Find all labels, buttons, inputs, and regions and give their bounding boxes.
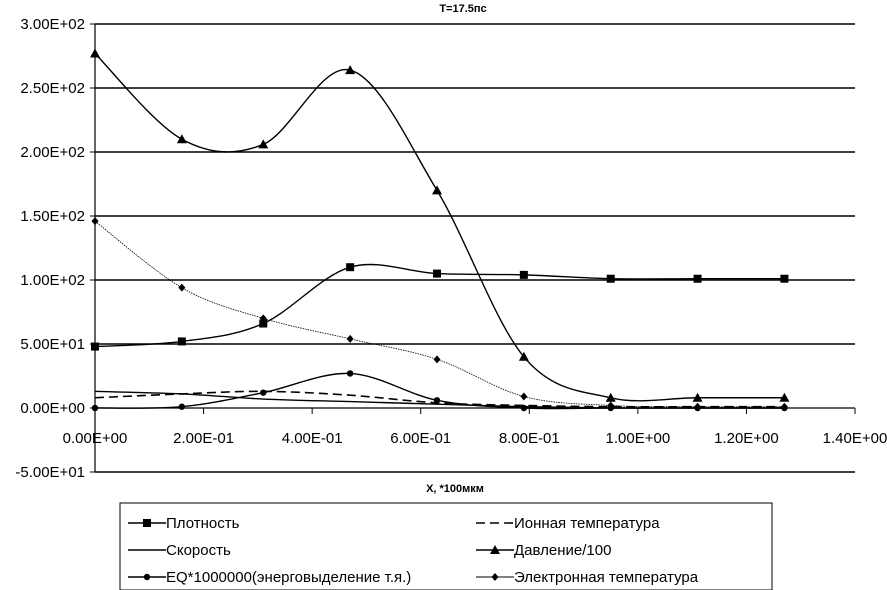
data-point xyxy=(259,314,267,323)
data-point xyxy=(433,397,441,404)
legend-marker xyxy=(143,573,151,581)
data-point xyxy=(780,274,789,283)
legend-box xyxy=(119,502,773,590)
data-point xyxy=(346,334,354,343)
data-point xyxy=(692,392,703,402)
data-point xyxy=(90,48,100,58)
data-point xyxy=(91,217,99,226)
series-line-электронная-температура xyxy=(94,220,785,408)
data-point xyxy=(176,134,187,144)
data-point xyxy=(519,270,528,279)
legend-item: Плотность xyxy=(128,515,240,532)
legend-item: Давление/100 xyxy=(476,542,611,559)
y-tick-label: 2.50E+02 xyxy=(20,80,85,97)
x-tick-label: 1.20E+00 xyxy=(714,430,779,447)
legend-marker xyxy=(491,573,499,581)
data-point xyxy=(605,392,616,402)
data-point xyxy=(520,392,528,401)
y-tick-label: -5.00E+01 xyxy=(15,464,85,481)
data-point xyxy=(432,185,442,195)
y-tick-label: 5.00E+01 xyxy=(20,336,85,353)
legend-label: Скорость xyxy=(166,542,231,559)
x-tick-label: 1.00E+00 xyxy=(606,430,671,447)
legend-label: EQ*1000000(энерговыделение т.я.) xyxy=(166,569,411,586)
y-tick-label: 1.00E+02 xyxy=(20,272,85,289)
data-point xyxy=(694,402,702,411)
data-point xyxy=(178,283,186,292)
series-line-давление-100 xyxy=(94,52,785,402)
data-point xyxy=(259,319,268,328)
legend-label: Плотность xyxy=(166,515,240,532)
data-point xyxy=(518,351,529,361)
chart-series xyxy=(90,48,790,412)
y-tick-label: 0.00E+00 xyxy=(20,400,85,417)
data-point xyxy=(433,269,441,278)
y-tick-label: 1.50E+02 xyxy=(20,208,85,225)
data-point xyxy=(433,355,441,364)
x-tick-label: 6.00E-01 xyxy=(390,430,451,447)
data-point xyxy=(607,401,615,410)
data-point xyxy=(177,337,186,346)
x-tick-label: 8.00E-01 xyxy=(499,430,560,447)
data-point xyxy=(693,274,702,283)
data-point xyxy=(91,342,99,351)
y-tick-label: 2.00E+02 xyxy=(20,144,85,161)
series-line-eq-1000000-энерговыделение-т-я xyxy=(94,372,785,410)
data-point xyxy=(346,370,354,377)
legend-label: Давление/100 xyxy=(514,542,611,559)
x-axis-label: X, *100мкм xyxy=(426,483,484,495)
legend-item: Электронная температура xyxy=(476,569,699,586)
data-point xyxy=(520,404,528,412)
x-tick-label: 1.40E+00 xyxy=(823,430,887,447)
x-tick-label: 4.00E-01 xyxy=(282,430,343,447)
chart-title: T=17.5пс xyxy=(439,3,486,15)
legend-label: Электронная температура xyxy=(514,569,699,586)
data-point xyxy=(345,65,356,75)
legend-item: Ионная температура xyxy=(476,515,660,532)
y-tick-label: 3.00E+02 xyxy=(20,16,85,33)
chart-axes: -5.00E+01 0.00E+00 5.00E+01 1.00E+02 1.50E+0… xyxy=(15,16,887,481)
legend-label: Ионная температура xyxy=(514,515,660,532)
data-point xyxy=(779,392,790,402)
data-point xyxy=(780,402,788,411)
data-point xyxy=(178,403,186,410)
data-point xyxy=(606,274,615,283)
legend-marker xyxy=(490,545,500,554)
data-point xyxy=(260,389,267,396)
data-point xyxy=(258,139,269,149)
legend-marker xyxy=(143,519,151,527)
legend-item: EQ*1000000(энерговыделение т.я.) xyxy=(128,569,411,586)
x-tick-label: 2.00E-01 xyxy=(173,430,234,447)
legend-item: Скорость xyxy=(128,542,231,559)
legend: Плотность Ионная температура Скорость Давле… xyxy=(119,502,773,590)
data-point xyxy=(91,404,99,412)
data-point xyxy=(346,263,355,272)
